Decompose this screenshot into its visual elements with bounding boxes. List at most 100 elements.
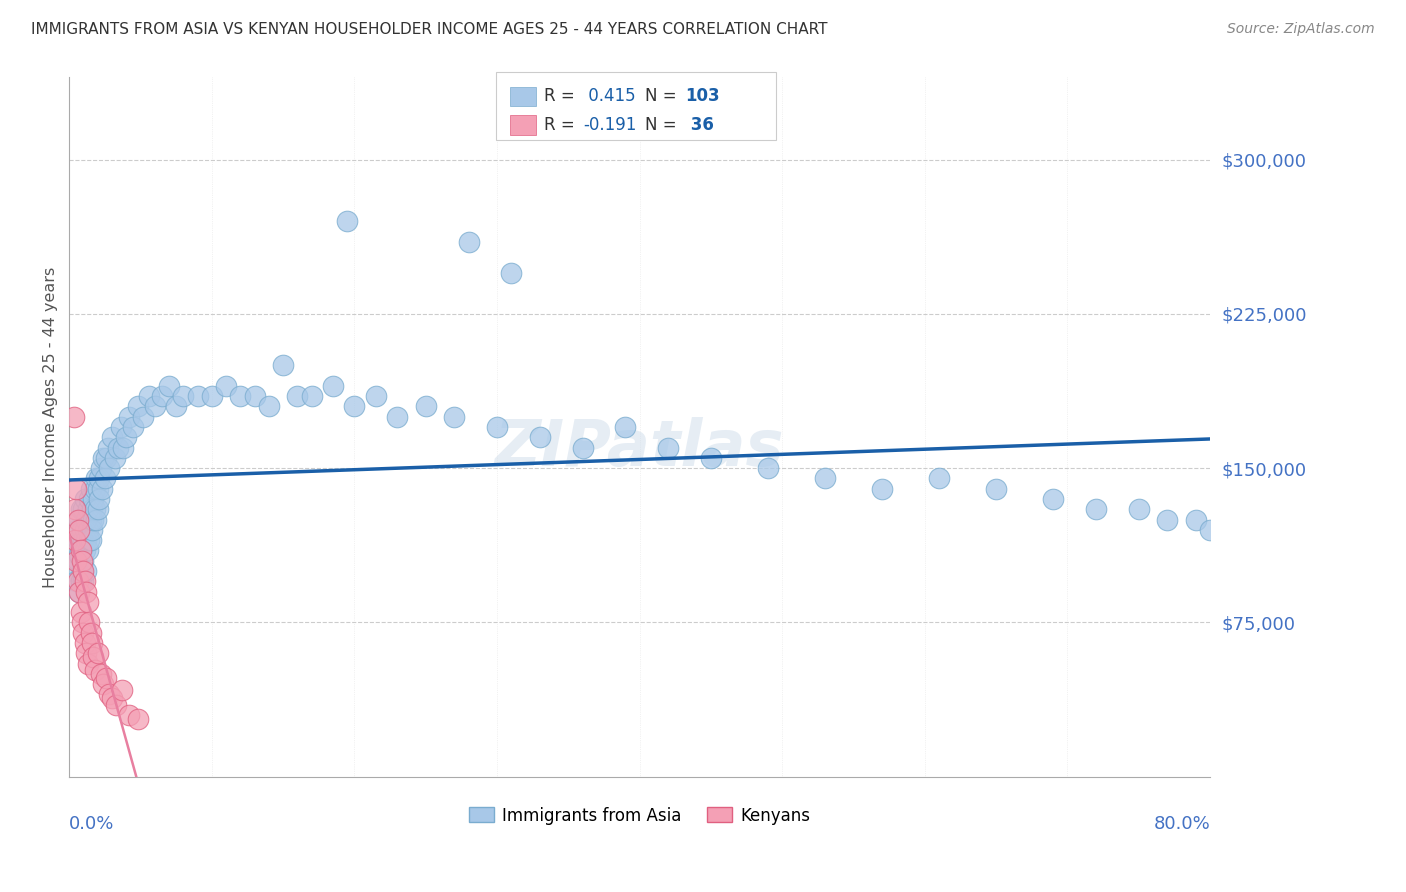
Immigrants from Asia bbox=[76, 523, 98, 537]
Text: N =: N = bbox=[645, 116, 682, 134]
Immigrants from Asia bbox=[150, 389, 173, 403]
Immigrants from Asia bbox=[1128, 502, 1150, 516]
Kenyans bbox=[80, 636, 103, 650]
Kenyans bbox=[72, 625, 94, 640]
Immigrants from Asia bbox=[77, 491, 100, 506]
Immigrants from Asia bbox=[72, 574, 94, 589]
Immigrants from Asia bbox=[66, 554, 89, 568]
Immigrants from Asia bbox=[89, 491, 111, 506]
Kenyans bbox=[67, 523, 90, 537]
Immigrants from Asia bbox=[364, 389, 387, 403]
Text: IMMIGRANTS FROM ASIA VS KENYAN HOUSEHOLDER INCOME AGES 25 - 44 YEARS CORRELATION: IMMIGRANTS FROM ASIA VS KENYAN HOUSEHOLD… bbox=[31, 22, 828, 37]
Immigrants from Asia bbox=[63, 543, 86, 558]
Immigrants from Asia bbox=[112, 441, 135, 455]
Kenyans bbox=[79, 625, 101, 640]
Immigrants from Asia bbox=[157, 379, 180, 393]
Immigrants from Asia bbox=[138, 389, 160, 403]
Immigrants from Asia bbox=[94, 471, 117, 485]
Immigrants from Asia bbox=[87, 502, 110, 516]
Immigrants from Asia bbox=[501, 266, 523, 280]
Text: 36: 36 bbox=[685, 116, 714, 134]
Immigrants from Asia bbox=[66, 533, 89, 548]
Immigrants from Asia bbox=[69, 533, 91, 548]
Immigrants from Asia bbox=[143, 400, 166, 414]
Immigrants from Asia bbox=[87, 482, 110, 496]
Immigrants from Asia bbox=[271, 359, 294, 373]
Immigrants from Asia bbox=[96, 450, 118, 465]
Immigrants from Asia bbox=[115, 430, 138, 444]
Kenyans bbox=[69, 543, 91, 558]
Immigrants from Asia bbox=[69, 502, 91, 516]
Text: R =: R = bbox=[544, 87, 581, 105]
Kenyans bbox=[87, 646, 110, 660]
Kenyans bbox=[73, 636, 96, 650]
Immigrants from Asia bbox=[65, 523, 87, 537]
Immigrants from Asia bbox=[77, 533, 100, 548]
Text: Source: ZipAtlas.com: Source: ZipAtlas.com bbox=[1227, 22, 1375, 37]
Immigrants from Asia bbox=[73, 491, 96, 506]
Text: -0.191: -0.191 bbox=[583, 116, 637, 134]
Immigrants from Asia bbox=[1184, 512, 1206, 526]
Immigrants from Asia bbox=[657, 441, 679, 455]
Immigrants from Asia bbox=[67, 548, 90, 562]
Kenyans bbox=[127, 712, 149, 726]
Kenyans bbox=[66, 512, 89, 526]
Immigrants from Asia bbox=[82, 512, 104, 526]
Immigrants from Asia bbox=[86, 512, 108, 526]
Immigrants from Asia bbox=[107, 441, 129, 455]
Text: 0.415: 0.415 bbox=[583, 87, 636, 105]
Immigrants from Asia bbox=[165, 400, 187, 414]
Kenyans bbox=[105, 698, 128, 712]
Immigrants from Asia bbox=[72, 554, 94, 568]
Immigrants from Asia bbox=[90, 461, 112, 475]
Immigrants from Asia bbox=[72, 533, 94, 548]
Immigrants from Asia bbox=[1084, 502, 1107, 516]
Immigrants from Asia bbox=[756, 461, 779, 475]
Immigrants from Asia bbox=[127, 400, 149, 414]
Legend: Immigrants from Asia, Kenyans: Immigrants from Asia, Kenyans bbox=[463, 800, 817, 831]
Immigrants from Asia bbox=[700, 450, 723, 465]
Immigrants from Asia bbox=[82, 491, 104, 506]
Immigrants from Asia bbox=[67, 584, 90, 599]
Immigrants from Asia bbox=[75, 533, 97, 548]
Immigrants from Asia bbox=[287, 389, 309, 403]
Immigrants from Asia bbox=[98, 461, 121, 475]
Kenyans bbox=[66, 574, 89, 589]
Kenyans bbox=[96, 671, 118, 685]
Immigrants from Asia bbox=[122, 420, 145, 434]
Immigrants from Asia bbox=[75, 512, 97, 526]
Immigrants from Asia bbox=[75, 564, 97, 578]
Immigrants from Asia bbox=[132, 409, 155, 424]
Immigrants from Asia bbox=[1042, 491, 1064, 506]
Kenyans bbox=[70, 615, 93, 630]
Immigrants from Asia bbox=[67, 512, 90, 526]
Immigrants from Asia bbox=[79, 533, 101, 548]
Immigrants from Asia bbox=[301, 389, 323, 403]
Kenyans bbox=[73, 574, 96, 589]
Kenyans bbox=[67, 584, 90, 599]
Immigrants from Asia bbox=[70, 523, 93, 537]
Kenyans bbox=[118, 707, 141, 722]
Immigrants from Asia bbox=[110, 420, 132, 434]
Immigrants from Asia bbox=[83, 502, 105, 516]
Immigrants from Asia bbox=[814, 471, 837, 485]
Text: 103: 103 bbox=[685, 87, 720, 105]
Kenyans bbox=[98, 687, 121, 701]
Immigrants from Asia bbox=[415, 400, 437, 414]
Immigrants from Asia bbox=[86, 471, 108, 485]
Immigrants from Asia bbox=[73, 523, 96, 537]
Text: N =: N = bbox=[645, 87, 682, 105]
Kenyans bbox=[72, 564, 94, 578]
Immigrants from Asia bbox=[104, 450, 127, 465]
Immigrants from Asia bbox=[91, 482, 114, 496]
Immigrants from Asia bbox=[229, 389, 252, 403]
Immigrants from Asia bbox=[80, 523, 103, 537]
Immigrants from Asia bbox=[443, 409, 465, 424]
Kenyans bbox=[76, 595, 98, 609]
Immigrants from Asia bbox=[571, 441, 593, 455]
Immigrants from Asia bbox=[529, 430, 551, 444]
Kenyans bbox=[63, 502, 86, 516]
Kenyans bbox=[101, 691, 124, 706]
Immigrants from Asia bbox=[76, 543, 98, 558]
Immigrants from Asia bbox=[172, 389, 194, 403]
